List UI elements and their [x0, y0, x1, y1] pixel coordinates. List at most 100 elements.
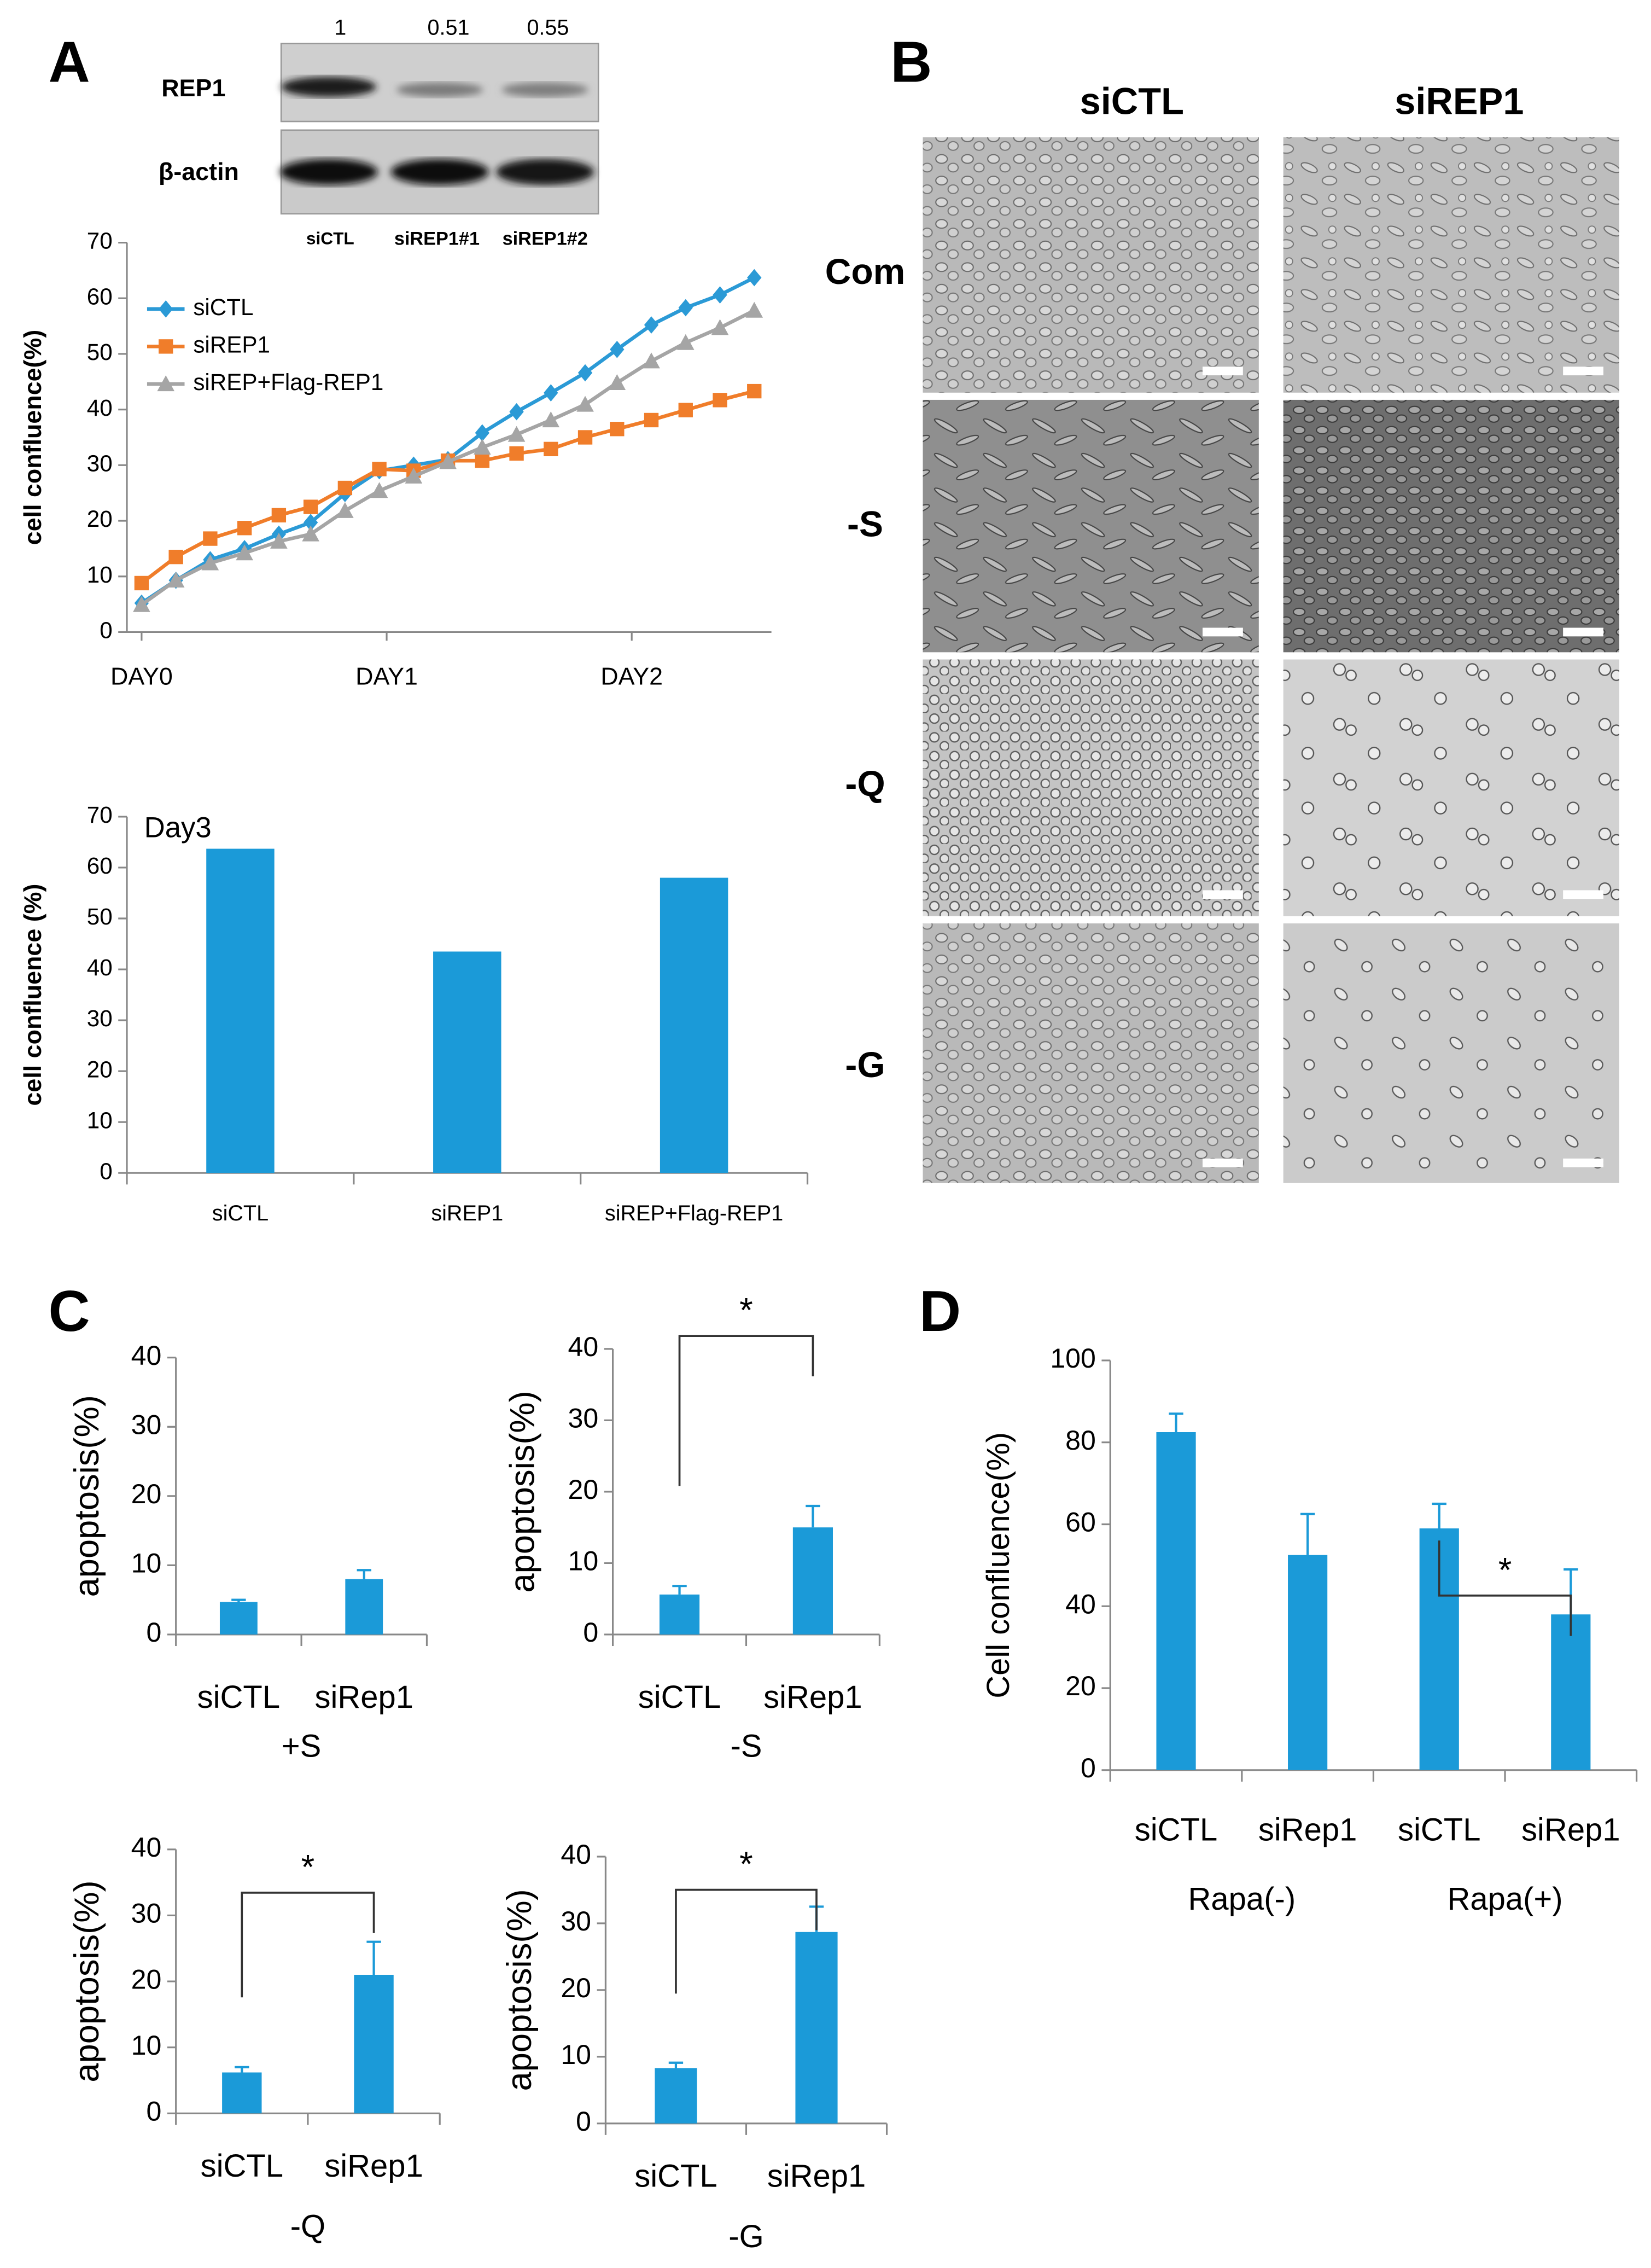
x-tick-label: siRep1	[1258, 1812, 1357, 1847]
x-tick-label: siRep1	[763, 1679, 862, 1715]
y-tick-label: 0	[146, 1617, 161, 1648]
lane-label: siCTL	[306, 229, 354, 248]
scale-bar	[1202, 627, 1243, 637]
y-tick-label: 50	[87, 904, 113, 929]
marker	[544, 384, 558, 402]
annotation: Day3	[144, 812, 212, 844]
data-line	[140, 389, 755, 585]
bar	[219, 1602, 258, 1635]
protein-label: REP1	[161, 74, 225, 102]
significance-mark: *	[1498, 1551, 1512, 1589]
marker	[678, 299, 693, 317]
y-tick-label: 40	[568, 1331, 599, 1362]
blot-band	[396, 82, 483, 97]
bar	[795, 1932, 838, 2124]
marker	[576, 396, 594, 412]
micrograph	[923, 923, 1259, 1183]
y-tick-label: 0	[100, 1158, 112, 1184]
y-tick-label: 0	[146, 2096, 161, 2127]
row-label: -S	[847, 503, 883, 544]
marker	[236, 544, 253, 561]
y-axis-label: apoptosis(%)	[68, 1880, 106, 2082]
marker	[711, 319, 729, 335]
marker	[643, 352, 660, 369]
x-tick-label: siRep1	[767, 2158, 866, 2194]
marker	[713, 393, 727, 408]
bar	[433, 951, 501, 1173]
y-axis-label: apoptosis(%)	[503, 1391, 541, 1592]
marker	[270, 532, 288, 549]
error-bar	[668, 2061, 684, 2068]
scale-bar	[1563, 627, 1603, 637]
bar	[354, 1974, 394, 2114]
y-tick-label: 20	[568, 1474, 599, 1505]
micrograph	[1283, 399, 1619, 653]
marker	[237, 521, 252, 536]
y-tick-label: 10	[87, 562, 113, 588]
marker	[577, 364, 593, 382]
y-tick-label: 10	[561, 2039, 591, 2070]
significance-mark: *	[739, 1292, 753, 1330]
x-axis-label: -G	[728, 2219, 763, 2254]
marker	[577, 430, 593, 445]
x-tick-label: siREP1	[431, 1201, 503, 1225]
y-axis-label: apoptosis(%)	[500, 1889, 539, 2091]
marker	[133, 596, 150, 612]
micrograph	[923, 137, 1259, 393]
error-bar	[1169, 1412, 1183, 1433]
micrograph	[1283, 137, 1619, 393]
significance-bracket	[675, 1888, 818, 1994]
scale-bar	[1563, 1158, 1603, 1167]
y-tick-label: 0	[583, 1617, 598, 1648]
lane-label: siREP1#1	[394, 228, 480, 249]
blot-band	[281, 77, 377, 97]
bar	[1156, 1432, 1196, 1770]
legend-label: siREP1	[193, 332, 270, 358]
marker	[439, 453, 457, 469]
marker	[167, 572, 185, 588]
y-tick-label: 60	[1065, 1507, 1096, 1538]
micrograph-panel: siCTL siREP1 Com -S -Q -G	[825, 80, 1619, 1183]
marker	[745, 301, 763, 318]
y-tick-label: 10	[87, 1107, 113, 1133]
y-tick-label: 40	[131, 1340, 162, 1371]
panel-label: C	[48, 1280, 90, 1344]
x-axis-label: +S	[282, 1729, 322, 1764]
y-tick-label: 30	[131, 1898, 162, 1929]
x-tick-label: siCTL	[197, 1679, 280, 1715]
marker	[713, 286, 727, 304]
marker	[678, 403, 693, 417]
marker	[337, 480, 353, 496]
y-tick-label: 0	[100, 618, 112, 643]
marker	[405, 467, 423, 484]
y-tick-label: 60	[87, 853, 113, 879]
marker	[370, 482, 388, 498]
error-bar	[1432, 1502, 1446, 1528]
y-tick-label: 0	[576, 2106, 591, 2137]
y-tick-label: 20	[87, 506, 113, 532]
x-tick-label: siCTL	[1398, 1812, 1480, 1847]
x-tick-label: siREP+Flag-REP1	[605, 1201, 783, 1225]
error-bar	[235, 2066, 249, 2073]
micrograph	[923, 399, 1259, 653]
y-tick-label: 30	[87, 450, 113, 476]
marker	[509, 446, 524, 461]
marker	[644, 412, 659, 428]
panel-label: A	[48, 31, 90, 95]
y-axis-label: cell confluence (%)	[19, 884, 46, 1106]
scale-bar	[1202, 890, 1243, 899]
panel-label: D	[919, 1280, 961, 1344]
y-tick-label: 20	[131, 1479, 162, 1509]
x-tick-label: DAY1	[355, 663, 418, 690]
marker	[475, 424, 490, 442]
scale-bar	[1563, 890, 1603, 899]
column-label: siREP1	[1395, 80, 1524, 123]
blot-band	[390, 159, 489, 185]
x-tick-label: DAY0	[110, 663, 173, 690]
group-label: Rapa(+)	[1447, 1881, 1562, 1917]
marker	[475, 453, 490, 468]
y-tick-label: 30	[561, 1906, 591, 1936]
x-tick-label: siCTL	[212, 1201, 269, 1225]
